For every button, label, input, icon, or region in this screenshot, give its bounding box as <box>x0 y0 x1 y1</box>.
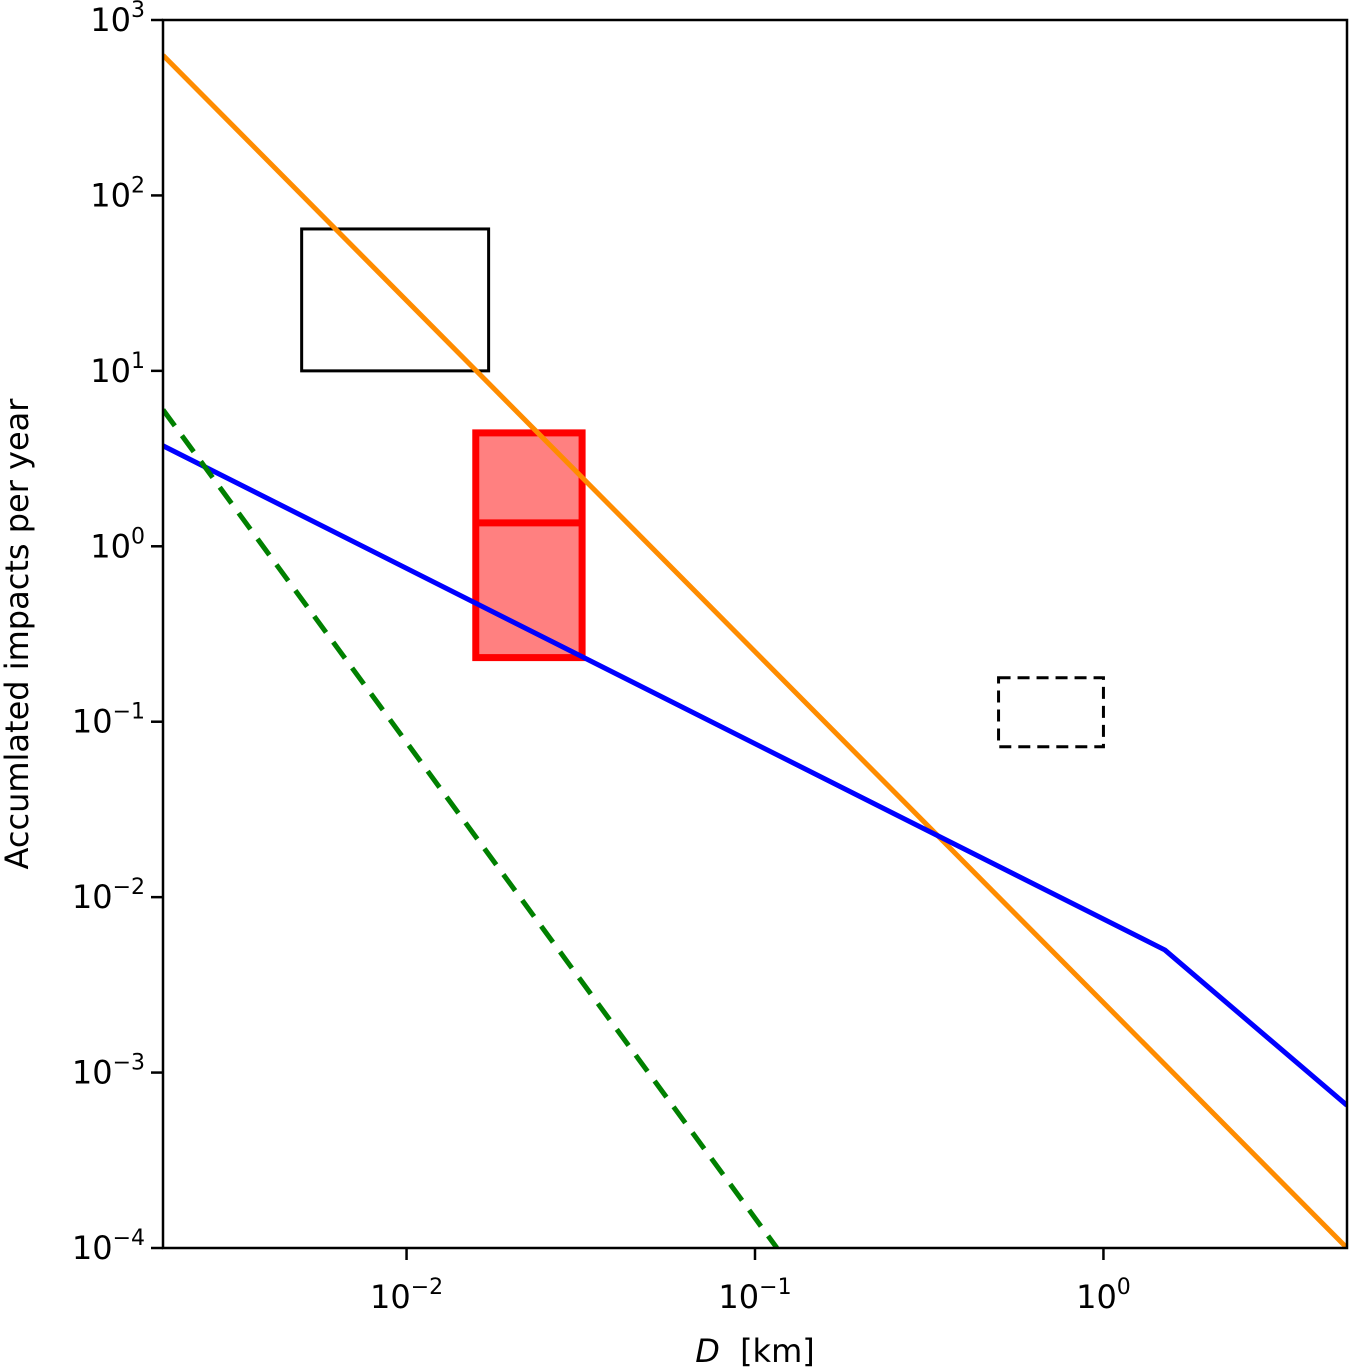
y-tick-label: 100 <box>90 524 145 565</box>
x-axis-title: D [km] <box>695 1332 814 1370</box>
y-tick-label: 10−4 <box>72 1226 145 1267</box>
x-tick-label: 100 <box>1076 1275 1131 1316</box>
red-filled-box <box>472 429 586 662</box>
y-tick-label: 101 <box>90 349 145 390</box>
y-tick-label: 103 <box>90 0 145 39</box>
black-dashed-box <box>997 676 1105 749</box>
x-axis-ticks: 10−2 10−1 100 <box>370 1248 1131 1316</box>
orange-power-law-line <box>163 53 1347 1248</box>
y-tick-label: 10−1 <box>72 700 145 741</box>
blue-broken-power-law-line <box>163 443 1347 1108</box>
y-tick-label: 102 <box>90 173 145 214</box>
green-dashed-power-law-line <box>163 408 779 1248</box>
axes-frame <box>161 18 1349 1250</box>
plot-area <box>163 53 1347 1248</box>
x-tick-label: 10−1 <box>718 1275 791 1316</box>
y-tick-label: 10−3 <box>72 1051 145 1092</box>
y-axis-ticks: 103 102 101 100 10−1 10−2 10−3 10−4 <box>72 0 163 1267</box>
black-solid-box <box>300 227 491 373</box>
y-tick-label: 10−2 <box>72 875 145 916</box>
x-tick-label: 10−2 <box>370 1275 443 1316</box>
y-axis-title: Accumlated impacts per year <box>0 398 36 870</box>
